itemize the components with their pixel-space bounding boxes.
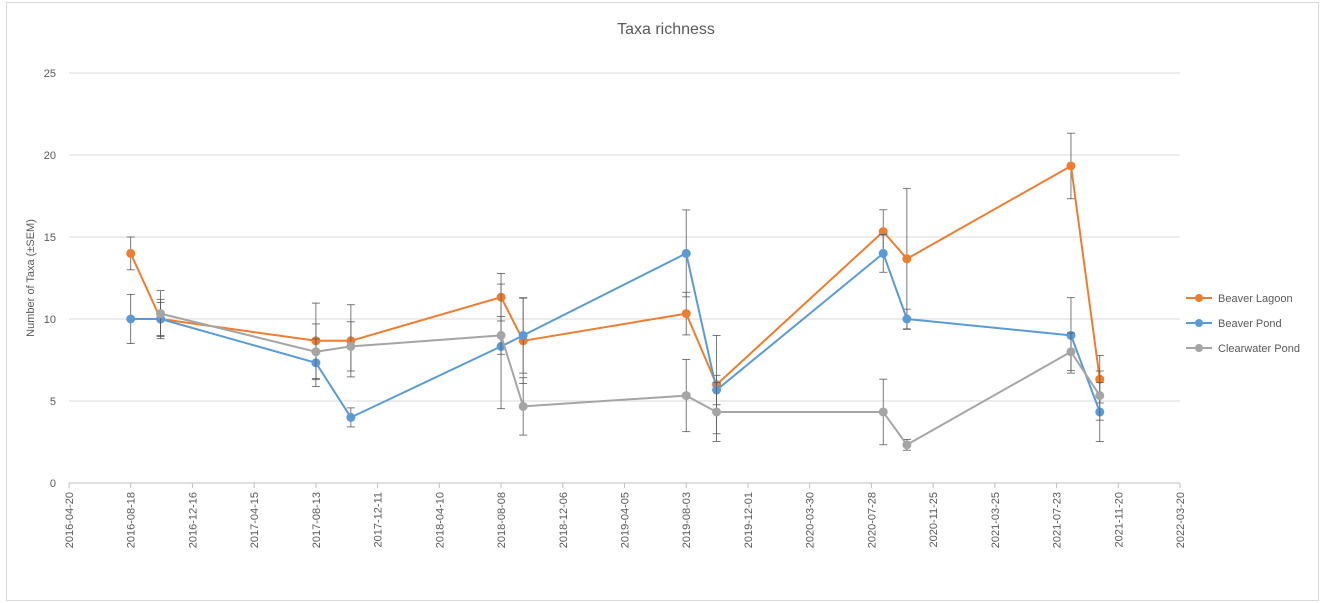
data-point	[878, 407, 888, 417]
data-point	[902, 254, 912, 264]
series-line	[130, 252, 1101, 419]
data-point	[878, 248, 888, 258]
x-tick-label: 2020-07-28	[866, 492, 878, 548]
x-tick-label: 2018-12-06	[558, 492, 570, 548]
data-point	[1095, 391, 1105, 401]
legend-item: Beaver Lagoon	[1186, 293, 1293, 305]
x-tick-label: 2019-08-03	[681, 492, 693, 548]
x-tick-label: 2017-12-11	[373, 492, 385, 547]
data-point	[126, 248, 136, 258]
x-tick-label: 2022-03-20	[1175, 492, 1187, 548]
x-tick-label: 2017-08-13	[311, 492, 323, 548]
y-tick-label: 5	[50, 396, 56, 408]
legend-label: Clearwater Pond	[1218, 343, 1300, 355]
x-tick-label: 2021-07-23	[1052, 492, 1064, 548]
chart-frame	[6, 2, 1319, 601]
legend-item: Clearwater Pond	[1186, 343, 1300, 355]
legend-marker	[1195, 344, 1203, 352]
x-tick-label: 2018-04-10	[434, 492, 446, 548]
x-tick-label: 2016-12-16	[187, 492, 199, 548]
x-tick-label: 2021-11-20	[1113, 492, 1125, 547]
data-point	[681, 309, 691, 319]
legend: Beaver Lagoon Beaver Pond Clearwater Pond	[1186, 293, 1300, 355]
legend-item: Beaver Pond	[1186, 318, 1282, 330]
data-point	[1066, 347, 1076, 357]
data-point	[126, 314, 136, 324]
series-line	[160, 312, 1101, 446]
legend-marker	[1195, 294, 1203, 302]
y-tick-label: 25	[44, 68, 56, 80]
y-tick-label: 20	[44, 150, 56, 162]
x-tick-labels: 2016-04-20 2016-08-18 2016-12-16 2017-04-15…	[64, 492, 1187, 548]
data-point	[712, 407, 722, 417]
data-point	[902, 314, 912, 324]
y-axis-label: Number of Taxa (±SEM)	[25, 219, 37, 337]
data-point	[518, 401, 528, 411]
y-tick-label: 0	[50, 478, 56, 490]
y-tick-labels: 0 5 10 15 20 25	[44, 68, 56, 490]
x-tick-label: 2016-04-20	[64, 492, 76, 548]
x-tick-label: 2020-11-25	[928, 492, 940, 547]
series-beaver-lagoon	[126, 132, 1105, 435]
y-tick-label: 15	[44, 232, 56, 244]
x-tick-label: 2018-08-08	[496, 492, 508, 548]
legend-label: Beaver Lagoon	[1218, 293, 1293, 305]
series-layer	[126, 132, 1105, 451]
data-point	[311, 347, 321, 357]
gridlines	[68, 72, 1181, 488]
data-point	[1066, 161, 1076, 171]
data-point	[496, 330, 506, 340]
data-point	[681, 391, 691, 401]
series-clearwater-pond	[156, 290, 1105, 451]
chart-title: Taxa richness	[617, 21, 715, 38]
x-tick-label: 2016-08-18	[126, 492, 138, 548]
data-point	[346, 341, 356, 351]
data-point	[346, 412, 356, 422]
data-point	[902, 440, 912, 450]
legend-label: Beaver Pond	[1218, 318, 1282, 330]
x-tick-label: 2017-04-15	[249, 492, 261, 548]
x-tick-label: 2020-03-30	[805, 492, 817, 548]
x-tick-label: 2019-04-05	[620, 492, 632, 548]
legend-marker	[1195, 319, 1203, 327]
series-line	[129, 165, 1101, 386]
x-tick-label: 2021-03-25	[990, 492, 1002, 548]
data-point	[518, 330, 528, 340]
x-tick-label: 2019-12-01	[743, 492, 755, 548]
data-point	[156, 309, 166, 319]
y-tick-label: 10	[44, 314, 56, 326]
data-point	[681, 248, 691, 258]
